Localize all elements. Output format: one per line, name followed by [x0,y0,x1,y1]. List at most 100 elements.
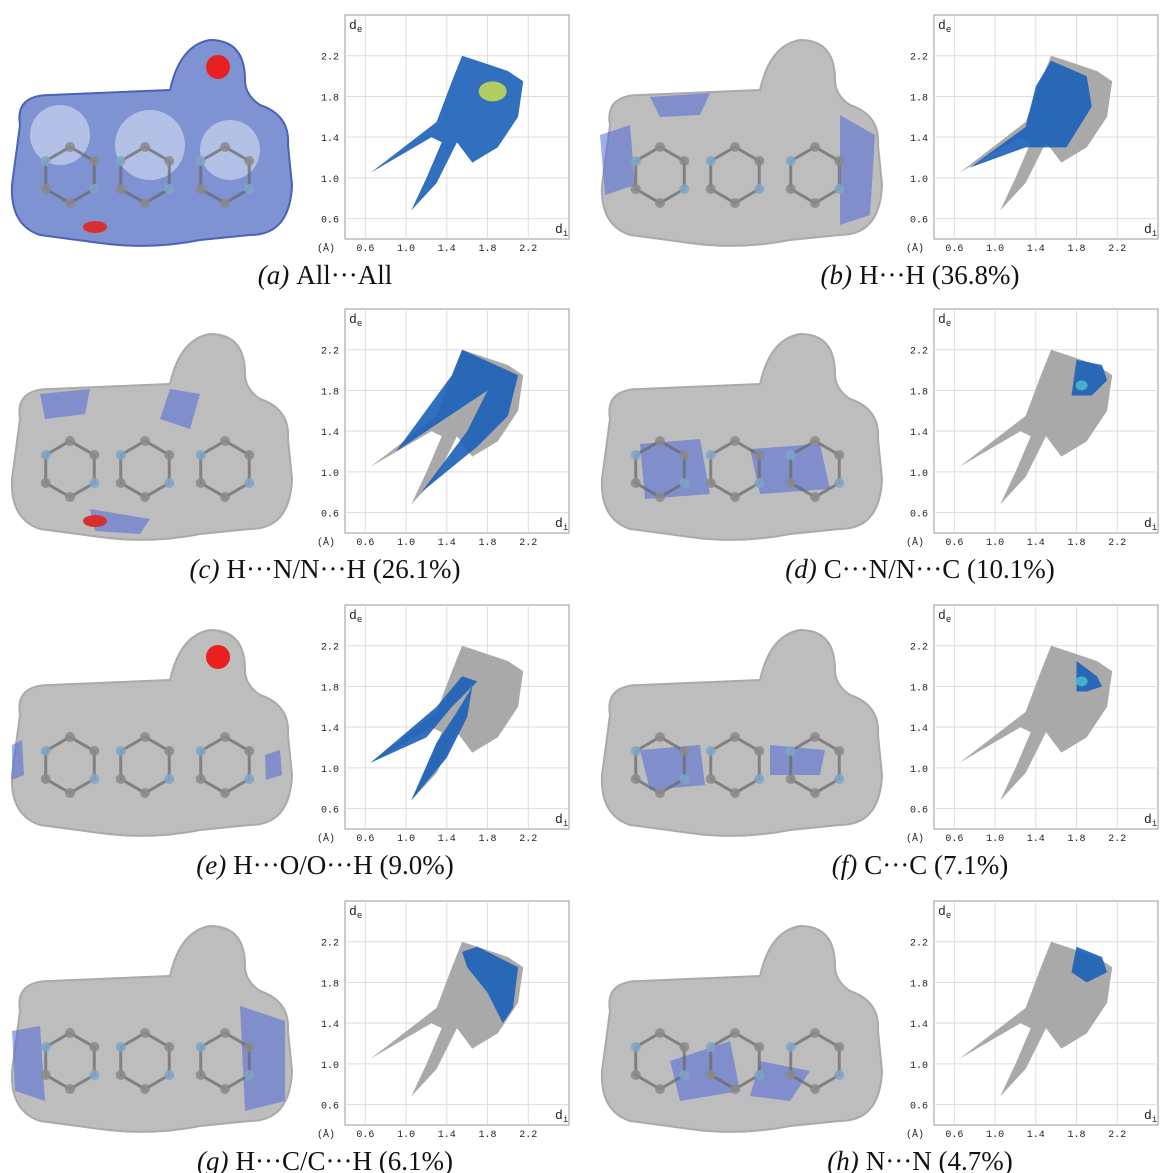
atom [730,788,740,798]
atom [810,142,820,152]
y-tick-label: 0.6 [321,806,339,817]
contact-patch [600,125,635,195]
axis-subscript: i [1152,523,1157,533]
atom [786,1042,796,1052]
atom [810,1084,820,1094]
atom [655,142,665,152]
y-tick-label: 2.2 [321,939,339,950]
x-tick-label: 2.2 [519,834,537,845]
axis-subscript: e [357,319,362,329]
axis-symbol: d [349,608,357,623]
atom [89,184,99,194]
y-tick-label: 1.4 [321,724,339,735]
axis-symbol: d [555,1108,563,1123]
atom [116,746,126,756]
x-tick-label: 1.8 [1068,834,1086,845]
x-tick-label: 1.8 [479,244,497,255]
atom [786,478,796,488]
caption-text: N···N (4.7%) [866,1146,1013,1173]
x-tick-label: 0.6 [356,244,374,255]
atom [810,788,820,798]
atom [706,1042,716,1052]
atom [220,1028,230,1038]
axis-subscript: e [946,911,951,921]
atom [754,774,764,784]
caption-text: H···H (36.8%) [859,260,1019,290]
fingerprint-plot: 0.61.01.41.82.20.61.01.41.82.2(Å)dedi [906,901,1158,1141]
axis-subscript: i [563,1115,568,1125]
atom [655,198,665,208]
atom [244,774,254,784]
panel-label: (g) [197,1146,228,1173]
figure: 0.61.01.41.82.20.61.01.41.82.2(Å)dedi(a)… [0,0,1173,1173]
atom [41,184,51,194]
atom [631,746,641,756]
axis-subscript: e [357,911,362,921]
axis-symbol: d [1144,222,1152,237]
atom [65,1084,75,1094]
atom [164,1042,174,1052]
atom [140,1028,150,1038]
atom [834,156,844,166]
atom [116,1070,126,1080]
y-tick-label: 1.8 [910,683,928,694]
fingerprint-plot: 0.61.01.41.82.20.61.01.41.82.2(Å)dedi [317,309,569,549]
atom [679,1042,689,1052]
x-tick-label: 1.0 [397,538,415,549]
atom [679,156,689,166]
atom [679,774,689,784]
x-tick-label: 2.2 [1108,538,1126,549]
atom [754,746,764,756]
atom [655,1028,665,1038]
y-tick-label: 1.0 [321,1061,339,1072]
axis-unit: (Å) [906,832,924,845]
contact-patch [640,745,705,790]
atom [164,184,174,194]
atom [196,478,206,488]
atom [164,774,174,784]
x-tick-label: 1.8 [1068,538,1086,549]
panel-caption: (g) H···C/C···H (6.1%) [197,1146,453,1173]
atom [730,492,740,502]
hirshfeld-surface [12,926,292,1132]
atom [196,746,206,756]
x-tick-label: 1.4 [438,244,456,255]
x-tick-label: 2.2 [519,244,537,255]
atom [116,156,126,166]
atom [810,492,820,502]
atom [220,436,230,446]
panel-label: (a) [258,260,289,290]
atom [41,1070,51,1080]
atom [730,436,740,446]
panel-caption: (b)H···H (36.8%) [821,260,1020,290]
atom [786,156,796,166]
axis-unit: (Å) [906,1128,924,1141]
atom [116,450,126,460]
y-tick-label: 0.6 [910,1102,928,1113]
caption-text: H···C/C···H (6.1%) [236,1146,453,1173]
panel-caption: (f)C···C (7.1%) [832,850,1008,880]
hirshfeld-surface [602,630,882,836]
atom [65,1028,75,1038]
atom [65,198,75,208]
x-tick-label: 0.6 [945,834,963,845]
hirshfeld-surface [12,630,292,836]
y-tick-label: 1.8 [910,387,928,398]
atom [786,450,796,460]
atom [140,198,150,208]
panel-label: (d) [785,554,816,584]
atom [41,774,51,784]
density-peak [1076,676,1088,686]
hirshfeld-surface [12,40,292,246]
atom [220,198,230,208]
atom [679,184,689,194]
x-tick-label: 1.4 [1027,538,1045,549]
axis-unit: (Å) [317,832,335,845]
atom [89,1042,99,1052]
atom [706,450,716,460]
hirshfeld-surface [602,334,882,540]
axis-unit: (Å) [317,536,335,549]
contact-patch [240,1006,285,1111]
fingerprint-plot: 0.61.01.41.82.20.61.01.41.82.2(Å)dedi [317,605,569,845]
atom [220,788,230,798]
